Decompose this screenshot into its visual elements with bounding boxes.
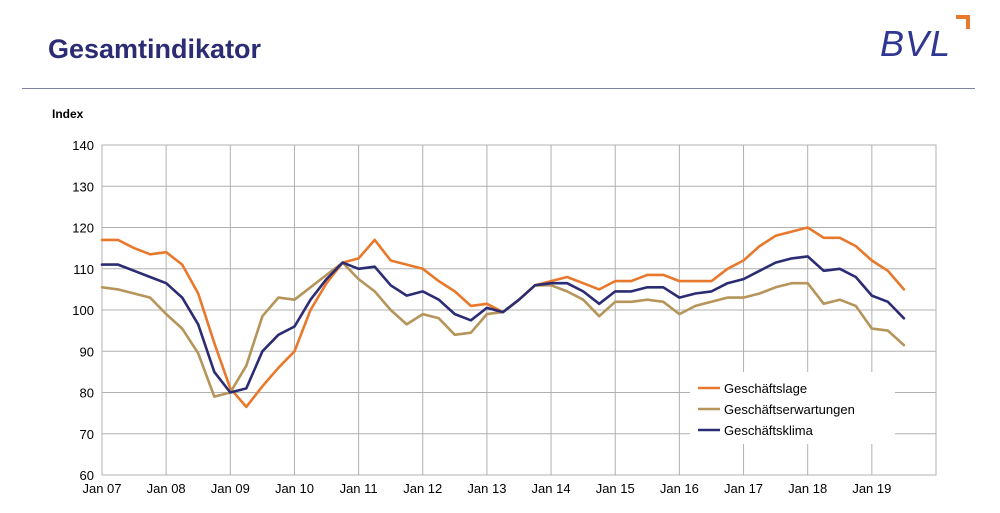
bvl-logo: BVL <box>880 15 970 64</box>
series-line-3 <box>100 255 906 394</box>
x-tick-label: Jan 13 <box>467 481 506 496</box>
y-tick-label: 130 <box>72 179 94 194</box>
x-tick-label: Jan 15 <box>596 481 635 496</box>
y-tick-label: 80 <box>80 386 94 401</box>
x-tick-label: Jan 12 <box>403 481 442 496</box>
x-tick-label: Jan 14 <box>532 481 571 496</box>
x-tick-label: Jan 19 <box>852 481 891 496</box>
x-tick-label: Jan 08 <box>147 481 186 496</box>
y-tick-label: 90 <box>80 344 94 359</box>
chart-ticks: 60 70 80 90 100 110 120 130 140 Jan 07 Jan 08 Jan 0… <box>72 138 891 496</box>
x-tick-label: Jan 07 <box>82 481 121 496</box>
legend-label: Geschäftserwartungen <box>724 402 855 417</box>
x-tick-label: Jan 10 <box>275 481 314 496</box>
x-tick-label: Jan 11 <box>340 481 378 496</box>
y-tick-label: 120 <box>72 221 94 236</box>
legend-label: Geschäftslage <box>724 381 807 396</box>
legend-box <box>690 372 895 444</box>
chart-series <box>100 226 906 409</box>
x-tick-label: Jan 17 <box>724 481 763 496</box>
y-tick-label: 100 <box>72 303 94 318</box>
header-divider <box>22 88 975 89</box>
legend-label: Geschäftsklima <box>724 423 814 438</box>
y-tick-label: 60 <box>80 468 94 483</box>
x-tick-label: Jan 18 <box>788 481 827 496</box>
bvl-logo-text: BVL <box>880 23 951 64</box>
x-tick-label: Jan 16 <box>660 481 699 496</box>
y-tick-label: 70 <box>80 427 94 442</box>
y-tick-label: 140 <box>72 138 94 153</box>
bvl-logo-accent <box>956 15 970 29</box>
chart-grid <box>101 144 937 476</box>
x-tick-label: Jan 09 <box>211 481 250 496</box>
y-axis-label: Index <box>52 107 84 121</box>
page-title: Gesamtindikator <box>48 34 262 64</box>
y-tick-label: 110 <box>73 262 94 277</box>
chart-legend: Geschäftslage Geschäftserwartungen Geschäf… <box>690 372 895 444</box>
